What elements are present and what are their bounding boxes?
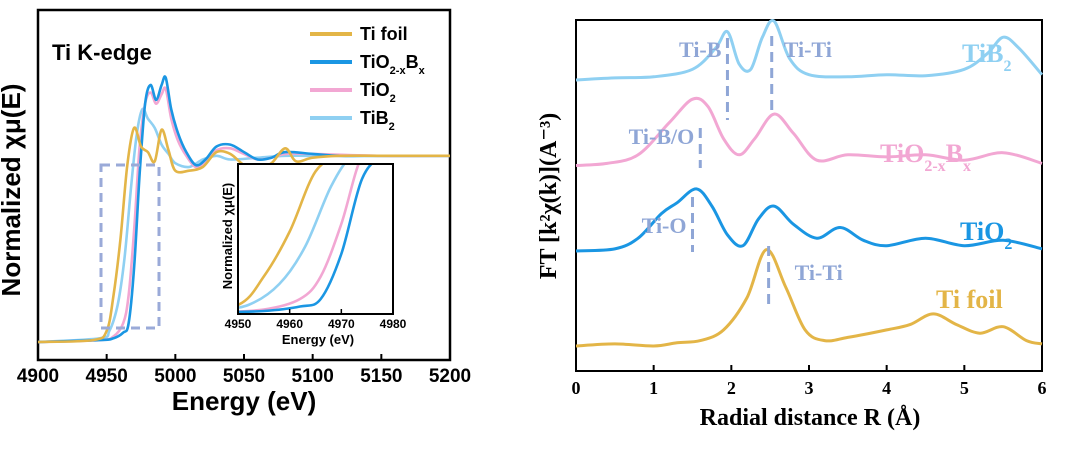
xanes-x-tick-label: 5050 (223, 366, 265, 387)
ft-series-label: TiO2-xBx (880, 139, 971, 175)
ft-annotation-label: Ti-Ti (784, 37, 832, 62)
ft-line-tio2-xbx (575, 96, 1043, 167)
ft-x-tick-label: 3 (805, 378, 814, 398)
inset-line-tio2-xbx (239, 165, 373, 313)
xanes-y-label: Normalized χμ(E) (0, 84, 26, 297)
ft-annotation-label: Ti-B (679, 37, 722, 62)
inset-line-tio2 (239, 165, 360, 313)
xanes-title: Ti K-edge (52, 40, 152, 65)
xanes-panel: 4900 4950 5000 5050 5100 5150 5200 Ti K-edge E… (0, 8, 471, 416)
ft-lines (575, 18, 1044, 348)
ft-series-label: TiB2 (962, 39, 1011, 75)
ft-x-tick-label: 2 (727, 378, 736, 398)
inset-x-ticks: 4950 4960 4970 4980 (225, 309, 407, 331)
xanes-x-ticks: 4900 4950 5000 5050 5100 5150 5200 (17, 354, 471, 387)
inset-axes-frame (237, 163, 394, 315)
legend-label: TiO2-xBx (360, 52, 426, 77)
xanes-x-tick-label: 4900 (17, 366, 59, 387)
inset-x-tick-label: 4970 (328, 317, 355, 331)
xanes-x-tick-label: 5150 (360, 366, 402, 387)
legend-label: TiB2 (360, 108, 395, 133)
ft-x-ticks: 0 1 2 3 4 5 6 (572, 365, 1047, 398)
ft-line-ti-foil (575, 248, 1043, 348)
xanes-x-tick-label: 4950 (86, 366, 128, 387)
legend-label: Ti foil (360, 24, 408, 44)
ft-annotation-label: Ti-O (642, 213, 687, 238)
ft-x-tick-label: 6 (1038, 378, 1047, 398)
xanes-x-label: Energy (eV) (172, 386, 317, 416)
ft-axes-frame (575, 19, 1043, 372)
zoom-region-box (99, 163, 161, 330)
xanes-x-tick-label: 5000 (154, 366, 196, 387)
ft-x-label: Radial distance R (Å) (700, 405, 921, 431)
xanes-x-tick-label: 5100 (292, 366, 334, 387)
inset-lines (239, 165, 373, 313)
ft-series-labels: TiB2 TiO2-xBx TiO2 Ti foil (880, 39, 1012, 314)
inset-y-label: Normalized χμ(E) (220, 183, 235, 289)
xanes-line-ti-foil (37, 126, 450, 344)
ft-annotations: Ti-B Ti-Ti Ti-B/O Ti-O Ti-Ti (629, 36, 843, 308)
inset-line-tib2 (239, 165, 346, 309)
xanes-legend: Ti foil TiO2-xBx TiO2 TiB2 (310, 24, 426, 133)
inset-x-tick-label: 4960 (276, 317, 303, 331)
ft-x-tick-label: 0 (572, 378, 581, 398)
inset-x-tick-label: 4950 (225, 317, 252, 331)
ft-line-tio2 (575, 187, 1043, 253)
ft-series-label: Ti foil (936, 285, 1003, 314)
ft-annotation-label: Ti-Ti (795, 260, 843, 285)
ft-x-tick-label: 5 (960, 378, 969, 398)
xanes-lines (37, 75, 451, 344)
inset-x-label: Energy (eV) (282, 332, 354, 347)
inset-line-ti-foil (239, 165, 324, 306)
ft-y-label: FT [k²χ(k)](A⁻³) (536, 113, 562, 279)
ft-annotation-label: Ti-B/O (629, 124, 695, 149)
legend-label: TiO2 (360, 80, 396, 105)
inset-plot: 4950 4960 4970 4980 Energy (eV) Normalized … (220, 163, 407, 347)
ft-x-tick-label: 4 (882, 378, 891, 398)
xanes-x-tick-label: 5200 (429, 366, 471, 387)
ft-exafs-panel: 0 1 2 3 4 5 6 Ti-B Ti-Ti Ti-B/O Ti-O Ti-Ti TiB2 TiO… (536, 18, 1047, 431)
inset-x-tick-label: 4980 (380, 317, 407, 331)
ft-line-tib2 (575, 18, 1044, 82)
ft-x-tick-label: 1 (649, 378, 658, 398)
ft-series-label: TiO2 (960, 217, 1012, 253)
